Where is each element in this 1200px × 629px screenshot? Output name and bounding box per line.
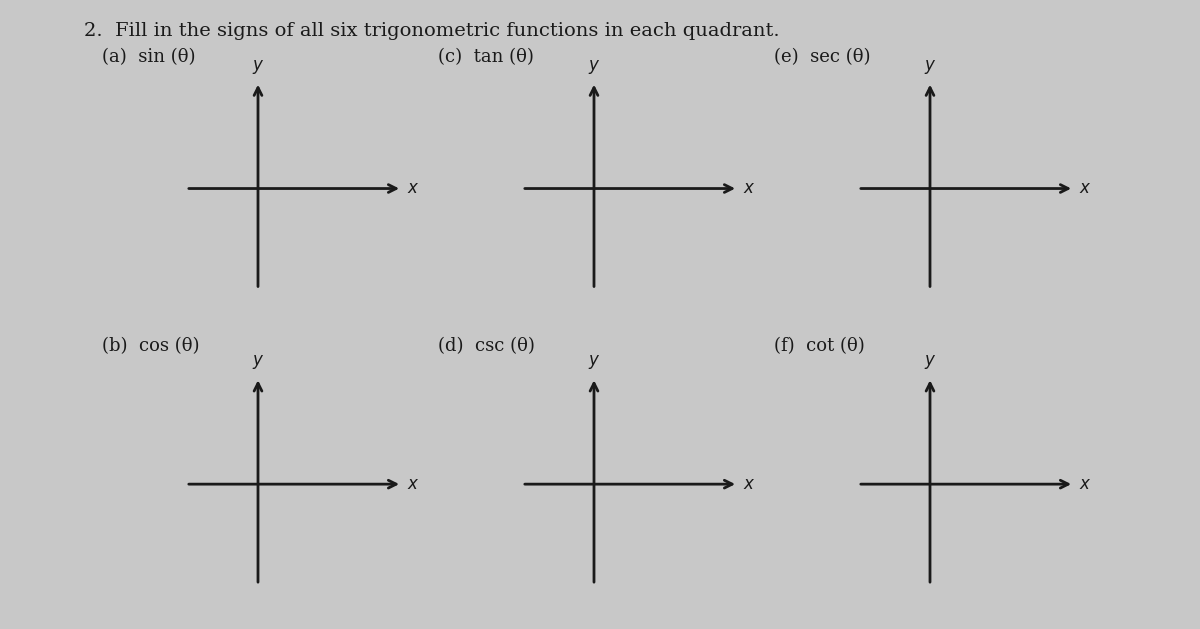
Text: $y$: $y$ — [252, 353, 264, 372]
Text: $x$: $x$ — [1079, 476, 1092, 493]
Text: $x$: $x$ — [407, 180, 420, 197]
Text: $y$: $y$ — [588, 353, 600, 372]
Text: $x$: $x$ — [743, 180, 756, 197]
Text: $y$: $y$ — [924, 353, 936, 372]
Text: (b)  cos (θ): (b) cos (θ) — [102, 337, 199, 355]
Text: $y$: $y$ — [924, 58, 936, 76]
Text: (c)  tan (θ): (c) tan (θ) — [438, 48, 534, 66]
Text: (e)  sec (θ): (e) sec (θ) — [774, 48, 870, 66]
Text: $y$: $y$ — [252, 58, 264, 76]
Text: $x$: $x$ — [1079, 180, 1092, 197]
Text: $x$: $x$ — [407, 476, 420, 493]
Text: $x$: $x$ — [743, 476, 756, 493]
Text: $y$: $y$ — [588, 58, 600, 76]
Text: 2.  Fill in the signs of all six trigonometric functions in each quadrant.: 2. Fill in the signs of all six trigonom… — [84, 22, 780, 40]
Text: (f)  cot (θ): (f) cot (θ) — [774, 337, 865, 355]
Text: (a)  sin (θ): (a) sin (θ) — [102, 48, 196, 66]
Text: (d)  csc (θ): (d) csc (θ) — [438, 337, 535, 355]
